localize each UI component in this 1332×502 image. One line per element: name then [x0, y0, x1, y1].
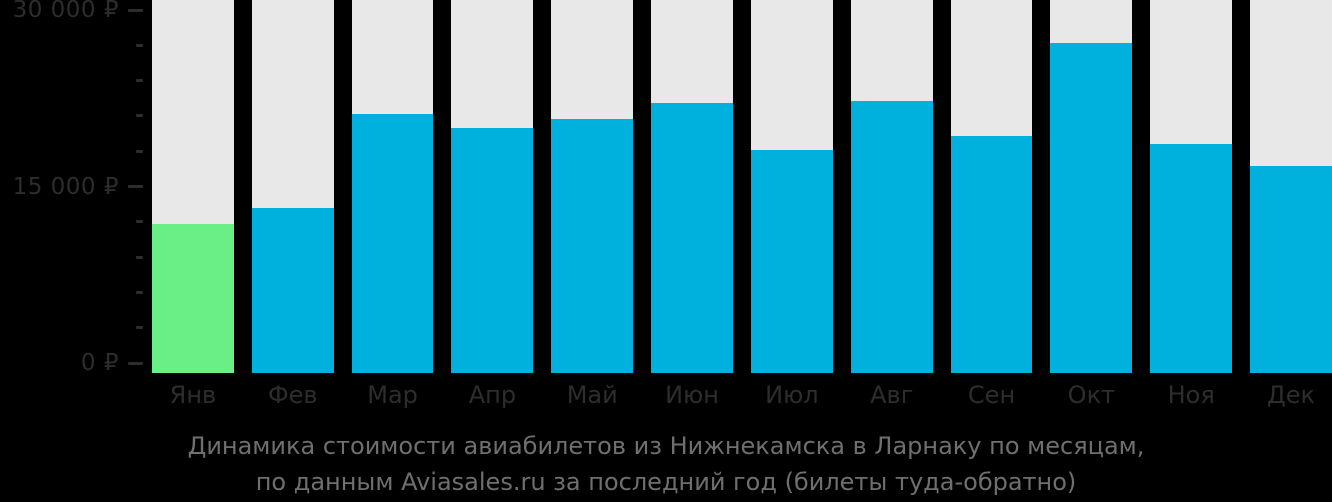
bar-column — [950, 0, 1033, 373]
y-axis-tick — [0, 104, 143, 128]
y-axis-tick-mark — [128, 8, 143, 12]
month-label: Авг — [870, 381, 914, 409]
bar-Июн[interactable] — [651, 103, 733, 373]
y-axis-tick — [0, 33, 143, 57]
bar-column — [251, 0, 334, 373]
bar-column — [451, 0, 534, 373]
month-label: Сен — [967, 381, 1016, 409]
y-axis-tick-mark — [136, 255, 143, 259]
y-axis-tick: 0 ₽ — [0, 350, 143, 376]
y-axis-tick-mark — [136, 220, 143, 224]
y-axis-tick-mark — [136, 290, 143, 294]
chart-caption: Динамика стоимости авиабилетов из Нижнек… — [0, 428, 1332, 500]
plot-area — [152, 0, 1332, 373]
month-label: Янв — [169, 381, 217, 409]
bar-Окт[interactable] — [1050, 43, 1133, 373]
y-axis-tick — [0, 69, 143, 93]
y-axis-tick-label: 30 000 ₽ — [12, 0, 119, 23]
bar-Фев[interactable] — [251, 208, 334, 373]
bar-column — [1150, 0, 1233, 373]
month-label: Июн — [665, 381, 719, 409]
bar-Янв[interactable] — [152, 224, 234, 373]
y-axis-tick-label: 15 000 ₽ — [12, 173, 119, 200]
caption-subtitle: по данным Aviasales.ru за последний год … — [255, 468, 1077, 496]
y-axis-tick — [0, 210, 143, 234]
y-axis-tick-mark — [128, 185, 143, 188]
y-axis-tick-mark — [136, 43, 143, 47]
bar-Мар[interactable] — [351, 114, 434, 373]
x-axis-labels: Янв Фев Мар Апр Май Июн Июл Авг Сен Окт … — [152, 381, 1332, 409]
bar-Май[interactable] — [551, 119, 634, 373]
bar-column — [651, 0, 733, 373]
bar-Ноя[interactable] — [1150, 144, 1233, 373]
y-axis-tick-mark — [136, 79, 143, 83]
month-label: Апр — [468, 381, 517, 409]
bar-Авг[interactable] — [850, 101, 933, 373]
y-axis-tick: 30 000 ₽ — [0, 0, 143, 23]
bar-column — [551, 0, 634, 373]
bar-column — [1250, 0, 1332, 373]
y-axis-tick — [0, 245, 143, 269]
month-label: Мар — [367, 381, 418, 409]
bar-Дек[interactable] — [1250, 166, 1332, 373]
bar-column — [351, 0, 434, 373]
bar-column — [1050, 0, 1133, 373]
y-axis-tick: 15 000 ₽ — [0, 173, 143, 200]
bar-Апр[interactable] — [451, 128, 534, 373]
y-axis-tick — [0, 139, 143, 163]
y-axis: 30 000 ₽ 15 000 ₽ 0 ₽ — [0, 0, 143, 376]
y-axis-tick-mark — [136, 326, 143, 330]
y-axis-tick — [0, 316, 143, 340]
month-label: Окт — [1067, 381, 1116, 409]
bar-column — [750, 0, 833, 373]
month-label: Фев — [267, 381, 318, 409]
bar-Сен[interactable] — [950, 136, 1033, 373]
caption-title: Динамика стоимости авиабилетов из Нижнек… — [187, 432, 1145, 460]
y-axis-tick-mark — [128, 361, 143, 365]
bar-column — [850, 0, 933, 373]
y-axis-tick-label: 0 ₽ — [80, 350, 119, 376]
y-axis-tick-mark — [136, 149, 143, 153]
y-axis-tick — [0, 280, 143, 304]
bar-column — [152, 0, 234, 373]
month-label: Июл — [765, 381, 819, 409]
bar-Июл[interactable] — [750, 150, 833, 373]
y-axis-tick-mark — [136, 114, 143, 118]
month-label: Май — [566, 381, 618, 409]
month-label: Дек — [1267, 381, 1316, 409]
month-label: Ноя — [1167, 381, 1215, 409]
